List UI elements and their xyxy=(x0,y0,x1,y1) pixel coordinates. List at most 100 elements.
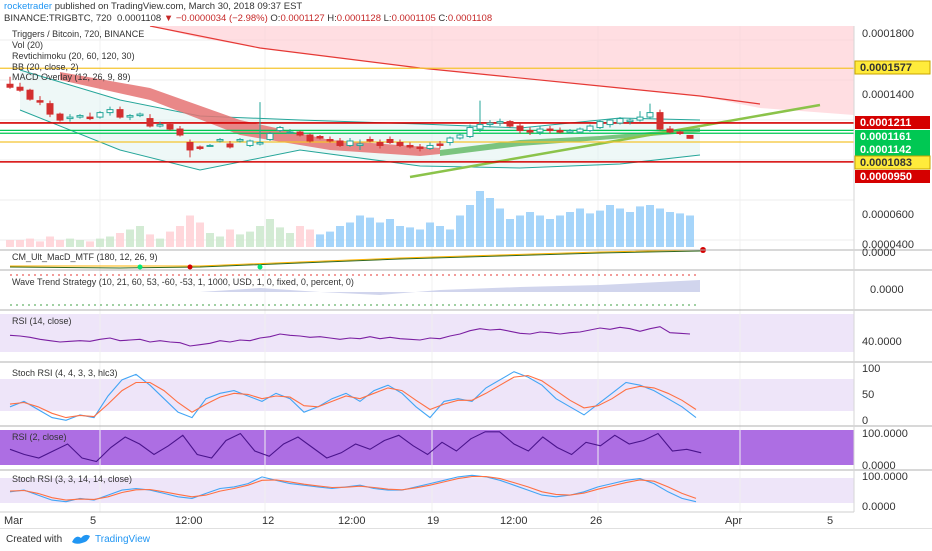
x-tick-26: 26 xyxy=(590,515,602,527)
volume-bar xyxy=(466,205,474,247)
volume-bar xyxy=(306,229,314,247)
close-value: 0.0001108 xyxy=(447,13,493,24)
volume-bars xyxy=(6,191,694,247)
volume-bar xyxy=(176,226,184,247)
candle-body xyxy=(326,138,334,142)
volume-bar xyxy=(206,233,214,247)
svg-text:0.0000950: 0.0000950 xyxy=(860,171,912,183)
candle-body xyxy=(116,109,124,118)
volume-bar xyxy=(276,227,284,247)
volume-bar xyxy=(396,226,404,247)
candle-body xyxy=(306,134,314,142)
volume-bar xyxy=(666,212,674,247)
candle-body xyxy=(556,130,564,133)
volume-bar xyxy=(656,208,664,247)
cm-macd-tick: 0.0000 xyxy=(862,247,896,259)
candle-body xyxy=(586,125,594,132)
candle-body xyxy=(316,136,324,139)
volume-bar xyxy=(76,240,84,247)
candle-body xyxy=(296,131,304,136)
rsi14-band xyxy=(0,314,854,352)
price-axis: 0.0001800 0.0001400 0.0000600 0.0000400 … xyxy=(853,26,931,513)
x-tick-19: 19 xyxy=(427,515,439,527)
candle-body xyxy=(446,137,454,143)
volume-bar xyxy=(136,226,144,247)
volume-bar xyxy=(636,206,644,247)
candle-body xyxy=(656,112,664,130)
ichimoku-cloud xyxy=(150,26,854,115)
rsi2-tick-100: 100.0000 xyxy=(862,428,908,440)
main-pane-title: Triggers / Bitcoin, 720, BINANCE xyxy=(12,29,144,39)
candle-body xyxy=(156,124,164,127)
stoch1-tick-50: 50 xyxy=(862,389,874,401)
volume-bar xyxy=(316,234,324,247)
tradingview-brand-link[interactable]: TradingView xyxy=(95,534,151,545)
candle-body xyxy=(106,109,114,114)
price-tag-1577: 0.0001577 xyxy=(854,60,931,75)
volume-bar xyxy=(106,236,114,247)
volume-bar xyxy=(486,198,494,247)
volume-bar xyxy=(496,208,504,247)
candle-body xyxy=(246,140,254,146)
volume-bar xyxy=(366,217,374,247)
cm-macd-signal xyxy=(9,250,701,269)
pane-separators xyxy=(0,249,932,471)
volume-bar xyxy=(596,210,604,247)
candle-body xyxy=(6,83,14,88)
rsi2-band xyxy=(0,430,854,465)
candle-body xyxy=(506,121,514,127)
candle-body xyxy=(186,141,194,151)
trendline xyxy=(409,103,821,179)
candle-body xyxy=(226,143,234,148)
stoch2-k-line xyxy=(9,474,697,503)
pane-backgrounds xyxy=(0,314,854,503)
volume-bar xyxy=(336,226,344,247)
volume-bar xyxy=(506,219,514,247)
candle-body xyxy=(236,138,244,142)
candle-body xyxy=(686,134,694,139)
candle-body xyxy=(346,140,354,146)
volume-bar xyxy=(386,219,394,247)
price-tag-0950: 0.0000950 xyxy=(855,170,930,183)
x-tick-apr5: 5 xyxy=(827,515,833,527)
rsi2-line xyxy=(9,431,702,463)
candle-body xyxy=(576,128,584,133)
open-label: O: xyxy=(270,13,281,24)
created-with-text: Created with xyxy=(6,534,63,545)
price-tag-1142: 0.0001142 xyxy=(855,143,930,156)
svg-text:0.0001577: 0.0001577 xyxy=(860,62,912,74)
volume-bar xyxy=(646,205,654,247)
stoch1-d-line xyxy=(9,374,697,419)
volume-bar xyxy=(536,215,544,247)
candle-body xyxy=(516,125,524,132)
stoch1-tick-100: 100 xyxy=(862,363,880,375)
published-text: published on TradingView.com, March 30, … xyxy=(52,1,303,12)
volume-bar xyxy=(126,229,134,247)
volume-bar xyxy=(406,227,414,247)
stoch1-label: Stoch RSI (4, 4, 3, 3, hlc3) xyxy=(12,368,118,378)
candle-body xyxy=(336,140,344,146)
y-tick-4: 0.0000400 xyxy=(862,239,914,251)
high-value: 0.0001128 xyxy=(336,13,381,24)
bollinger-upper xyxy=(19,69,701,129)
tradingview-logo-icon[interactable] xyxy=(70,532,92,549)
svg-text:0.0001161: 0.0001161 xyxy=(860,131,911,143)
candle-body xyxy=(646,112,654,118)
bollinger-lower xyxy=(19,109,701,171)
price-tag-1211: 0.0001211 xyxy=(855,116,930,129)
candle-body xyxy=(536,128,544,133)
volume-bar xyxy=(86,241,94,247)
candle-body xyxy=(676,131,684,135)
y-tick-2: 0.0001400 xyxy=(862,89,914,101)
volume-bar xyxy=(236,234,244,247)
author-link[interactable]: rocketrader xyxy=(4,1,53,12)
candle-body xyxy=(636,116,644,121)
candle-body xyxy=(86,116,94,120)
candle-body xyxy=(166,124,174,130)
candle-body xyxy=(476,124,484,130)
chart-canvas[interactable]: 0.0001800 0.0001400 0.0000600 0.0000400 … xyxy=(0,26,932,528)
volume-bar xyxy=(16,240,24,247)
bb-label: BB (20, close, 2) xyxy=(12,62,79,72)
candle-body xyxy=(496,121,504,124)
rsi14-line xyxy=(9,326,691,347)
